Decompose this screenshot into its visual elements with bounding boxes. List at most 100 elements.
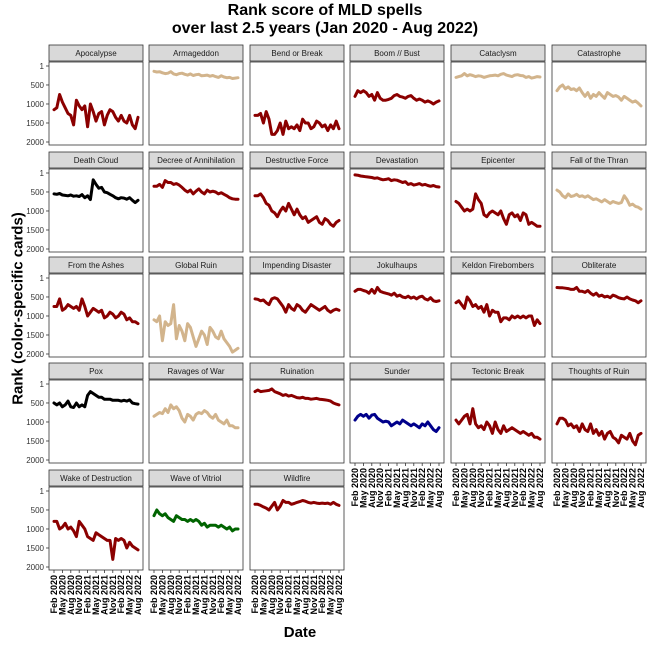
facet-strip-label: Keldon Firebombers: [462, 261, 534, 270]
y-tick-label: 500: [31, 81, 45, 90]
facet-strip-label: Bend or Break: [271, 49, 323, 58]
facet-strip: [148, 151, 244, 169]
x-tick-label: Feb 2020: [49, 575, 59, 614]
facet-panel: Destructive Force: [249, 151, 345, 253]
x-tick-label: Aug 2022: [535, 468, 545, 508]
x-tick-label: Nov 2020: [476, 468, 486, 508]
facet-strip: [249, 469, 345, 487]
facet-strip-label: Apocalypse: [75, 49, 117, 58]
y-tick-label: 1000: [26, 418, 44, 427]
y-tick-label: 1500: [26, 544, 44, 553]
panel-border: [551, 168, 647, 253]
panel-border: [148, 168, 244, 253]
series-line: [353, 412, 441, 433]
facet-strip: [48, 362, 144, 380]
series-line: [152, 69, 240, 80]
facet-strip: [349, 44, 445, 62]
facet-strip-label: Decree of Annihilation: [157, 156, 235, 165]
facet-strip-label: Fall of the Thran: [570, 156, 628, 165]
series-line: [555, 286, 643, 305]
x-tick-label: May 2022: [326, 575, 336, 615]
panel-border: [551, 273, 647, 358]
facet-strip-label: Wildfire: [284, 474, 311, 483]
x-tick-label: May 2021: [91, 575, 101, 615]
series-line: [52, 297, 140, 326]
facet-strip-label: Tectonic Break: [472, 367, 525, 376]
series-line: [253, 192, 341, 228]
facet-panel: Impending Disaster: [249, 256, 345, 358]
y-tick-label: 500: [31, 293, 45, 302]
facet-panel: Keldon Firebombers: [450, 256, 546, 358]
series-line: [555, 188, 643, 211]
x-tick-label: Aug 2020: [166, 575, 176, 615]
x-tick-label: Nov 2020: [577, 468, 587, 508]
facet-panel: Catastrophe: [551, 44, 647, 146]
facet-strip: [551, 256, 647, 274]
x-tick-label: Nov 2021: [510, 468, 520, 508]
panel-border: [249, 61, 345, 146]
facet-strip: [349, 362, 445, 380]
facet-panel: Fall of the Thran: [551, 151, 647, 253]
facet-panel: Obliterate: [551, 256, 647, 358]
x-tick-label: May 2020: [459, 468, 469, 508]
y-tick-label: 2000: [26, 350, 44, 359]
y-tick-label: 1: [40, 169, 45, 178]
x-tick-label: May 2022: [225, 575, 235, 615]
x-tick-label: Aug 2020: [66, 575, 76, 615]
x-tick-label: Feb 2021: [83, 575, 93, 614]
x-tick-label: Feb 2022: [216, 575, 226, 614]
x-tick-label: Aug 2020: [367, 468, 377, 508]
y-tick-label: 500: [31, 399, 45, 408]
facet-strip: [48, 151, 144, 169]
x-tick-label: Aug 2021: [602, 468, 612, 508]
facet-strip: [48, 44, 144, 62]
x-tick-label: May 2021: [493, 468, 503, 508]
x-tick-label: Aug 2020: [468, 468, 478, 508]
series-line: [152, 508, 240, 533]
facet-strip-label: Armageddon: [173, 49, 219, 58]
x-tick-label: May 2021: [594, 468, 604, 508]
facet-strip-label: Wave of Vitriol: [170, 474, 221, 483]
x-tick-label: May 2020: [57, 575, 67, 615]
facet-strip: [48, 469, 144, 487]
panel-border: [48, 168, 144, 253]
facet-strip-label: Global Ruin: [175, 261, 217, 270]
panel-border: [48, 273, 144, 358]
series-line: [52, 178, 140, 205]
series-line: [253, 296, 341, 314]
facet-panel: Global Ruin: [148, 256, 244, 358]
facet-strip-label: Cataclysm: [479, 49, 517, 58]
x-tick-label: May 2022: [125, 575, 135, 615]
x-tick-label: May 2020: [358, 468, 368, 508]
facet-panel: Armageddon: [148, 44, 244, 146]
panel-border: [48, 486, 144, 571]
facet-panel: Ruination: [249, 362, 345, 464]
facet-strip-label: Ruination: [280, 367, 314, 376]
facet-strip-label: From the Ashes: [68, 261, 124, 270]
series-line: [52, 390, 140, 409]
x-tick-label: Aug 2020: [569, 468, 579, 508]
x-tick-label: Aug 2021: [99, 575, 109, 615]
panel-border: [249, 273, 345, 358]
y-tick-label: 1500: [26, 119, 44, 128]
x-tick-label: Feb 2020: [552, 468, 562, 507]
x-tick-label: Feb 2021: [384, 468, 394, 507]
panel-border: [450, 168, 546, 253]
series-line: [152, 179, 240, 201]
facet-panel: Decree of Annihilation: [148, 151, 244, 253]
y-tick-label: 1: [40, 487, 45, 496]
y-tick-label: 1000: [26, 100, 44, 109]
facet-strip: [148, 469, 244, 487]
facet-strip-label: Sunder: [384, 367, 410, 376]
x-tick-label: Nov 2021: [208, 575, 218, 615]
facet-strip: [450, 362, 546, 380]
x-tick-label: Aug 2022: [434, 468, 444, 508]
x-tick-label: Aug 2020: [267, 575, 277, 615]
x-tick-label: Aug 2021: [501, 468, 511, 508]
